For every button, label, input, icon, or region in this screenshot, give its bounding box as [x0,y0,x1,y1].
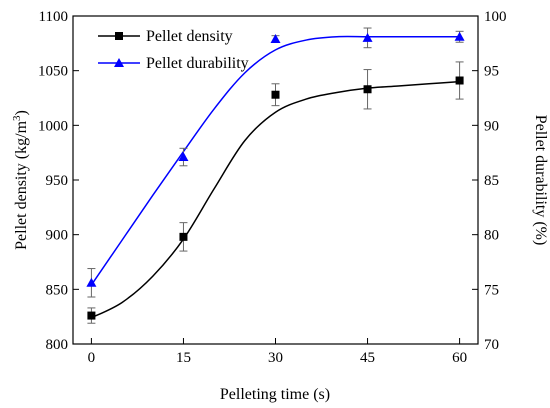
x-tick-label: 45 [360,350,375,366]
y-axis-left-title: Pellet density (kg/m3) [11,110,30,250]
legend-density-marker [115,32,123,40]
durability-point [270,33,281,43]
density-point [455,76,464,85]
x-axis-title: Pelleting time (s) [220,386,330,403]
x-tick-label: 15 [176,350,191,366]
legend-durability-label: Pellet durability [146,55,249,72]
plot-frame [72,15,479,345]
y-right-tick-label: 75 [484,282,499,298]
y-axis-left-title-sup: 3 [11,115,23,121]
y-left-tick-label: 1000 [38,118,68,134]
y-right-tick-label: 100 [484,9,507,25]
y-right-tick-label: 70 [484,337,499,353]
y-right-tick-label: 80 [484,228,499,244]
x-tick-label: 0 [88,350,96,366]
durability-point [362,32,373,42]
y-axis-right-title: Pellet durability (%) [532,115,549,246]
data-markers [86,31,465,320]
legend-durability-marker [114,58,124,67]
density-point [271,90,280,99]
x-tick-label: 30 [268,350,283,366]
y-left-tick-label: 1050 [38,64,68,80]
durability-point [86,277,97,287]
y-right-tick-label: 85 [484,173,499,189]
error-bars [87,27,464,324]
y-left-tick-label: 950 [46,173,69,189]
x-tick-label: 60 [452,350,467,366]
axis-ticks: 0 15 30 45 60 800 850 900 950 1000 1050 1100 70 75 80 8… [38,9,507,366]
y-left-tick-label: 900 [46,228,69,244]
fit-curves [90,35,460,319]
legend-density-label: Pellet density [146,28,233,45]
durability-point [178,152,189,162]
durability-point [454,31,465,41]
density-point [363,85,372,94]
y-right-tick-label: 90 [484,118,499,134]
y-left-tick-label: 850 [46,282,69,298]
density-point [179,232,188,241]
y-right-tick-label: 95 [484,64,499,80]
fit-curve-durability [90,35,460,286]
y-left-tick-label: 1100 [39,9,68,25]
y-axis-left-title-close: ) [13,110,30,115]
y-axis-left-title-main: Pellet density (kg/m [13,120,30,249]
legend: Pellet density Pellet durability [98,28,249,72]
density-point [87,311,96,320]
fit-curve-density [91,80,460,319]
y-left-tick-label: 800 [46,337,69,353]
